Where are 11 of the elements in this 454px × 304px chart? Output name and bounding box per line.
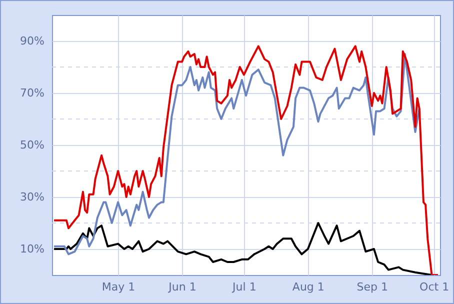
x-tick-label: May 1 (102, 280, 136, 294)
x-tick-label: Sep 1 (356, 280, 388, 294)
x-tick-label: Jul 1 (232, 280, 256, 294)
y-tick-label: 90% (20, 34, 44, 48)
x-tick-label: Jun 1 (168, 280, 196, 294)
y-tick-label: 70% (20, 86, 44, 100)
y-tick-label: 10% (20, 242, 44, 256)
y-tick-label: 50% (20, 138, 44, 152)
y-tick-label: 30% (20, 190, 44, 204)
x-tick-label: Oct 1 (420, 280, 450, 294)
x-tick-label: Aug 1 (292, 280, 324, 294)
